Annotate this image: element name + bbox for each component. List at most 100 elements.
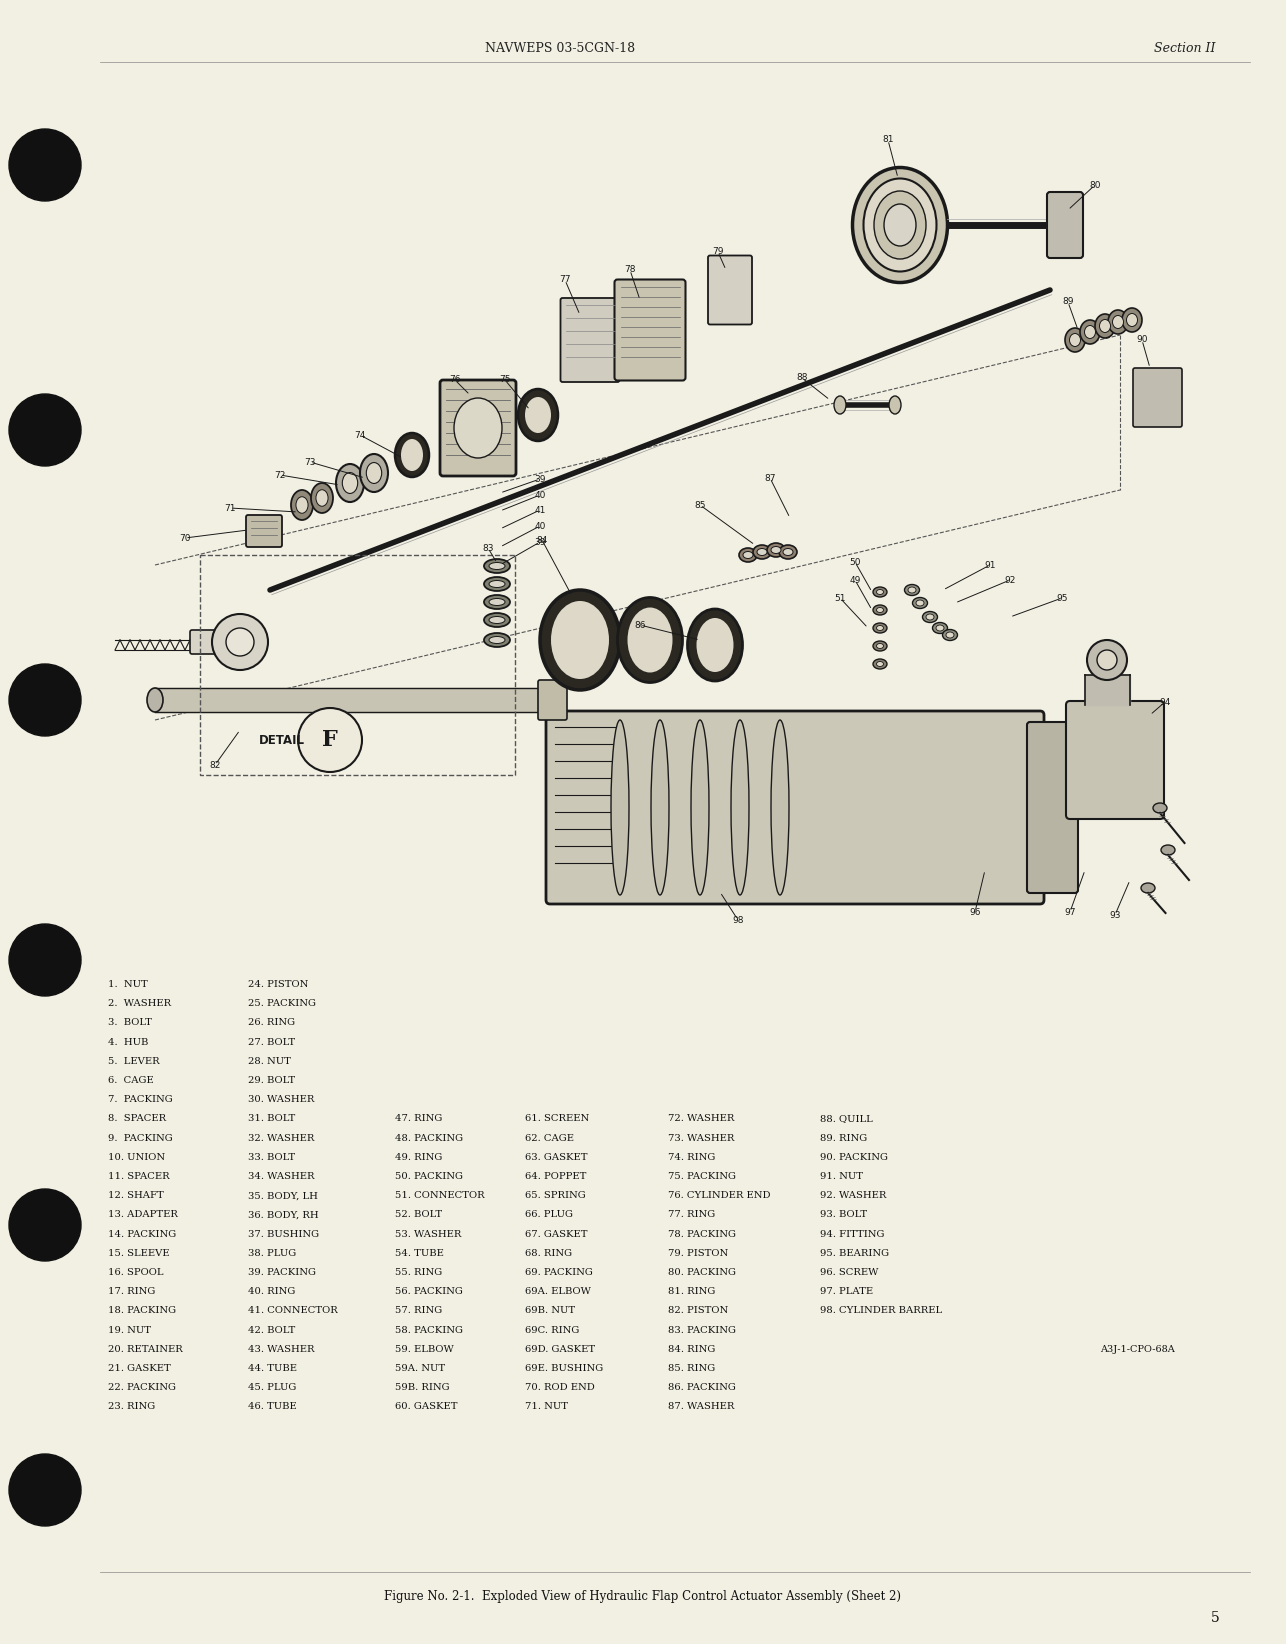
Circle shape (9, 395, 81, 465)
Text: 90. PACKING: 90. PACKING (820, 1152, 889, 1162)
Ellipse shape (1127, 314, 1138, 327)
Text: 71: 71 (224, 503, 235, 513)
Text: 13. ADAPTER: 13. ADAPTER (108, 1210, 177, 1220)
Text: 50: 50 (849, 557, 860, 567)
Text: 12. SHAFT: 12. SHAFT (108, 1192, 163, 1200)
Text: 60. GASKET: 60. GASKET (395, 1402, 458, 1412)
Ellipse shape (772, 720, 790, 894)
Text: 82. PISTON: 82. PISTON (667, 1307, 728, 1315)
FancyBboxPatch shape (1133, 368, 1182, 427)
Text: 19. NUT: 19. NUT (108, 1325, 150, 1335)
Ellipse shape (946, 631, 954, 638)
Text: 84. RING: 84. RING (667, 1345, 715, 1353)
Text: Figure No. 2-1.  Exploded View of Hydraulic Flap Control Actuator Assembly (Shee: Figure No. 2-1. Exploded View of Hydraul… (385, 1590, 901, 1603)
Text: 5.  LEVER: 5. LEVER (108, 1057, 159, 1065)
Ellipse shape (932, 623, 948, 633)
Text: 78. PACKING: 78. PACKING (667, 1230, 736, 1238)
Ellipse shape (873, 623, 887, 633)
Text: 37. BUSHING: 37. BUSHING (248, 1230, 319, 1238)
Text: 63. GASKET: 63. GASKET (525, 1152, 588, 1162)
Text: 61. SCREEN: 61. SCREEN (525, 1115, 589, 1123)
Text: 59. ELBOW: 59. ELBOW (395, 1345, 454, 1353)
Text: 96. SCREW: 96. SCREW (820, 1268, 878, 1277)
Ellipse shape (943, 630, 958, 641)
Text: 57. RING: 57. RING (395, 1307, 442, 1315)
Circle shape (298, 709, 361, 773)
Ellipse shape (540, 590, 620, 690)
Ellipse shape (783, 549, 793, 556)
Text: 46. TUBE: 46. TUBE (248, 1402, 297, 1412)
Text: 68. RING: 68. RING (525, 1249, 572, 1258)
Text: 97. PLATE: 97. PLATE (820, 1287, 873, 1295)
Text: 95. BEARING: 95. BEARING (820, 1249, 889, 1258)
Text: 41: 41 (534, 505, 545, 515)
Text: 73: 73 (305, 457, 316, 467)
Text: 96: 96 (970, 907, 981, 916)
Circle shape (1097, 649, 1118, 671)
Text: 89: 89 (1062, 298, 1074, 306)
Text: 44. TUBE: 44. TUBE (248, 1365, 297, 1373)
Ellipse shape (779, 546, 797, 559)
Text: 1.  NUT: 1. NUT (108, 980, 148, 990)
FancyBboxPatch shape (547, 710, 1044, 904)
Ellipse shape (611, 720, 629, 894)
Text: 30. WASHER: 30. WASHER (248, 1095, 314, 1105)
Text: 78: 78 (624, 265, 635, 275)
Ellipse shape (873, 659, 887, 669)
Text: 79. PISTON: 79. PISTON (667, 1249, 728, 1258)
Text: 58. PACKING: 58. PACKING (395, 1325, 463, 1335)
Text: 39. PACKING: 39. PACKING (248, 1268, 316, 1277)
Text: 40: 40 (534, 521, 545, 531)
Text: 86. PACKING: 86. PACKING (667, 1383, 736, 1392)
Ellipse shape (1100, 319, 1111, 332)
Ellipse shape (874, 191, 926, 260)
Ellipse shape (336, 464, 364, 501)
Ellipse shape (291, 490, 312, 520)
Text: 77: 77 (559, 276, 571, 284)
Ellipse shape (853, 168, 948, 283)
Ellipse shape (877, 590, 883, 595)
Ellipse shape (1094, 314, 1115, 339)
Ellipse shape (311, 483, 333, 513)
Text: 9.  PACKING: 9. PACKING (108, 1134, 172, 1143)
Text: 33. BOLT: 33. BOLT (248, 1152, 294, 1162)
Text: 51. CONNECTOR: 51. CONNECTOR (395, 1192, 485, 1200)
Text: 82: 82 (210, 761, 221, 769)
Text: 69E. BUSHING: 69E. BUSHING (525, 1365, 603, 1373)
Text: 26. RING: 26. RING (248, 1018, 294, 1028)
Text: 59A. NUT: 59A. NUT (395, 1365, 445, 1373)
Text: 31. BOLT: 31. BOLT (248, 1115, 296, 1123)
Ellipse shape (296, 496, 309, 513)
Ellipse shape (889, 396, 901, 414)
Text: 70: 70 (179, 534, 190, 543)
Circle shape (9, 664, 81, 737)
Text: 3.  BOLT: 3. BOLT (108, 1018, 152, 1028)
Ellipse shape (1161, 845, 1175, 855)
Ellipse shape (651, 720, 669, 894)
Circle shape (9, 924, 81, 996)
Text: 85. RING: 85. RING (667, 1365, 715, 1373)
Ellipse shape (873, 605, 887, 615)
Text: 40: 40 (534, 490, 545, 500)
Text: 88: 88 (796, 373, 808, 383)
Ellipse shape (743, 551, 754, 559)
Text: 90: 90 (1137, 335, 1147, 345)
Ellipse shape (877, 625, 883, 631)
Ellipse shape (395, 432, 430, 477)
Text: 73. WASHER: 73. WASHER (667, 1134, 734, 1143)
Text: 87: 87 (764, 473, 775, 482)
Ellipse shape (688, 608, 742, 681)
Text: 91. NUT: 91. NUT (820, 1172, 863, 1180)
Text: 24. PISTON: 24. PISTON (248, 980, 309, 990)
Text: 28. NUT: 28. NUT (248, 1057, 291, 1065)
Text: 43. WASHER: 43. WASHER (248, 1345, 315, 1353)
Text: 93. BOLT: 93. BOLT (820, 1210, 867, 1220)
Text: 52. BOLT: 52. BOLT (395, 1210, 442, 1220)
Ellipse shape (518, 390, 558, 441)
Text: 87. WASHER: 87. WASHER (667, 1402, 734, 1412)
Text: 54. TUBE: 54. TUBE (395, 1249, 444, 1258)
Circle shape (9, 1189, 81, 1261)
Ellipse shape (877, 608, 883, 613)
Ellipse shape (904, 585, 919, 595)
Ellipse shape (1070, 334, 1080, 347)
